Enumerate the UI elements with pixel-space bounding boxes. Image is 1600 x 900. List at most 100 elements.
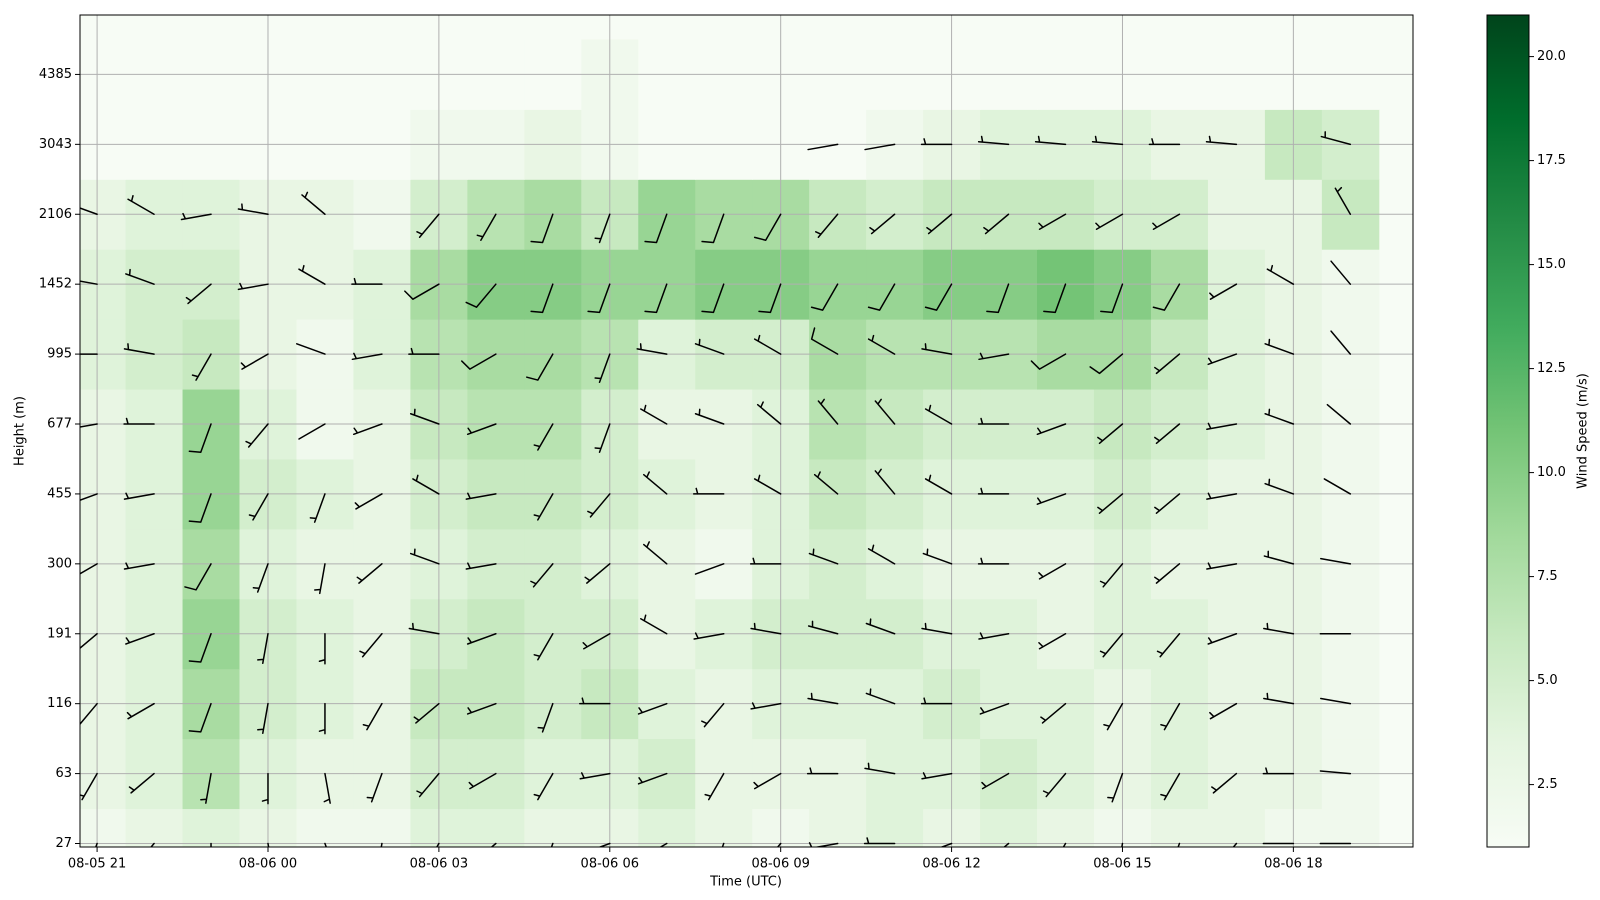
wind-barb xyxy=(1207,633,1238,645)
wind-barb xyxy=(806,767,839,775)
wind-barb xyxy=(180,212,212,221)
wind-barb xyxy=(813,471,839,495)
wind-barb xyxy=(188,633,212,663)
wind-barb xyxy=(643,471,668,495)
wind-barb xyxy=(1206,422,1238,430)
wind-barb xyxy=(1154,493,1181,514)
wind-barb xyxy=(359,633,383,658)
wind-barb xyxy=(314,563,326,595)
wind-barb xyxy=(1209,702,1238,720)
wind-barb xyxy=(750,702,782,710)
wind-barb xyxy=(1264,478,1295,495)
wind-barb xyxy=(644,283,668,314)
wind-barb xyxy=(1154,563,1181,584)
wind-barb xyxy=(416,772,440,798)
wind-barb xyxy=(1160,702,1181,731)
heat-cell xyxy=(638,808,696,847)
wind-barb xyxy=(1205,135,1238,146)
colorbar-tick-label: 20.0 xyxy=(1537,49,1566,64)
wind-barb xyxy=(252,563,269,593)
wind-barb xyxy=(1030,353,1067,370)
wind-barb xyxy=(1160,772,1181,801)
wind-barb xyxy=(1043,283,1067,314)
wind-barb xyxy=(1330,260,1352,285)
wind-barb xyxy=(533,772,554,801)
wind-barb xyxy=(210,842,212,847)
wind-barb xyxy=(753,474,782,495)
wind-barb xyxy=(1040,702,1067,724)
grid xyxy=(80,15,1413,847)
wind-barb xyxy=(80,493,98,501)
wind-barb xyxy=(694,563,725,575)
wind-barb xyxy=(465,562,497,570)
wind-barb xyxy=(594,353,611,384)
y-tick-label: 63 xyxy=(55,766,72,781)
wind-barb xyxy=(594,423,611,453)
wind-barb xyxy=(530,283,554,314)
wind-barb xyxy=(351,277,383,285)
wind-barb xyxy=(257,633,269,665)
wind-barb xyxy=(637,772,668,785)
colorbar-tick-label: 10.0 xyxy=(1537,465,1566,480)
wind-barb xyxy=(324,842,328,847)
wind-barb xyxy=(237,282,269,291)
x-tick-label: 08-06 18 xyxy=(1264,857,1322,872)
wind-barb xyxy=(864,143,896,151)
wind-barb xyxy=(810,283,839,311)
colorbar-tick-label: 17.5 xyxy=(1537,153,1566,168)
wind-barb xyxy=(323,772,331,804)
wind-barb xyxy=(1320,131,1352,146)
wind-barb xyxy=(123,562,155,570)
wind-barb xyxy=(1042,772,1067,798)
wind-barb xyxy=(808,548,839,565)
wind-barb xyxy=(80,563,98,575)
wind-barb xyxy=(533,423,554,451)
wind-barb xyxy=(1107,772,1124,803)
wind-barb xyxy=(466,702,497,715)
wind-barb xyxy=(640,614,668,635)
wind-barb xyxy=(1320,557,1352,565)
wind-barb xyxy=(80,207,98,216)
wind-barb xyxy=(587,493,611,518)
wind-barb xyxy=(977,417,1010,425)
y-tick-label: 1452 xyxy=(39,277,72,292)
wind-barb xyxy=(466,423,497,436)
wind-barb xyxy=(80,633,98,650)
heat-cell xyxy=(980,808,1038,847)
wind-barb xyxy=(184,563,212,591)
wind-barb xyxy=(594,213,611,244)
wind-barb xyxy=(352,423,383,436)
wind-barb xyxy=(636,343,668,355)
wind-barb xyxy=(869,213,896,235)
wind-barb xyxy=(692,487,725,495)
wind-barb xyxy=(80,280,98,285)
wind-barb xyxy=(80,772,98,801)
wind-barb xyxy=(874,398,896,425)
wind-barb xyxy=(701,213,725,244)
wind-barb xyxy=(701,283,725,314)
wind-barb xyxy=(356,563,383,584)
wind-barb xyxy=(924,404,953,425)
wind-barb xyxy=(1263,622,1295,635)
x-tick-label: 08-05 21 xyxy=(68,857,126,872)
wind-barb xyxy=(248,493,269,521)
wind-barb xyxy=(807,620,839,635)
wind-barb xyxy=(1320,697,1352,705)
x-tick-label: 08-06 12 xyxy=(922,857,980,872)
x-tick-label: 08-06 06 xyxy=(581,857,639,872)
wind-barb xyxy=(810,327,839,355)
wind-barb xyxy=(807,692,839,705)
wind-barb xyxy=(533,633,554,661)
wind-barb xyxy=(644,213,668,244)
wind-barb xyxy=(1334,186,1352,216)
wind-barb xyxy=(815,213,839,238)
wind-barb xyxy=(1206,562,1238,570)
wind-barb xyxy=(1209,283,1238,300)
wind-barb xyxy=(468,772,497,790)
wind-barb xyxy=(753,772,782,790)
wind-barb xyxy=(1326,403,1352,425)
wind-barb xyxy=(191,353,212,381)
wind-barb xyxy=(1266,264,1295,285)
wind-barb xyxy=(413,702,440,724)
wind-barb xyxy=(704,772,725,801)
